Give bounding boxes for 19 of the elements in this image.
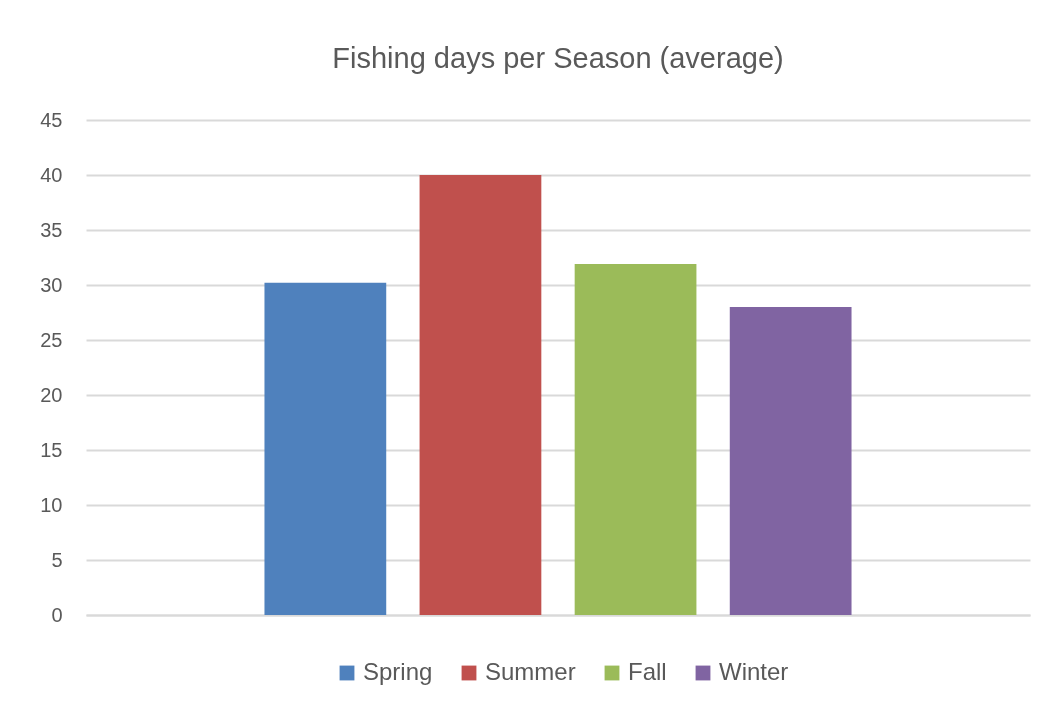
y-tick-label: 25 bbox=[40, 328, 63, 351]
bar bbox=[574, 264, 697, 615]
legend-label: Winter bbox=[719, 658, 789, 685]
legend-label: Spring bbox=[363, 658, 433, 685]
y-tick-label: 30 bbox=[40, 273, 63, 296]
y-tick-label: 5 bbox=[51, 548, 63, 571]
y-tick-label: 20 bbox=[40, 383, 63, 406]
legend-label: Fall bbox=[628, 658, 667, 685]
chart-title: Fishing days per Season (average) bbox=[332, 42, 784, 74]
y-tick-label: 10 bbox=[40, 493, 63, 516]
y-tick-label: 45 bbox=[40, 108, 63, 131]
y-tick-label: 15 bbox=[40, 438, 63, 461]
y-tick-label: 40 bbox=[40, 163, 63, 186]
bar bbox=[729, 307, 852, 615]
y-tick-label: 35 bbox=[40, 218, 63, 241]
bar bbox=[264, 282, 387, 615]
legend-label: Summer bbox=[485, 658, 576, 685]
bar bbox=[419, 175, 542, 615]
y-tick-label: 0 bbox=[51, 603, 63, 626]
